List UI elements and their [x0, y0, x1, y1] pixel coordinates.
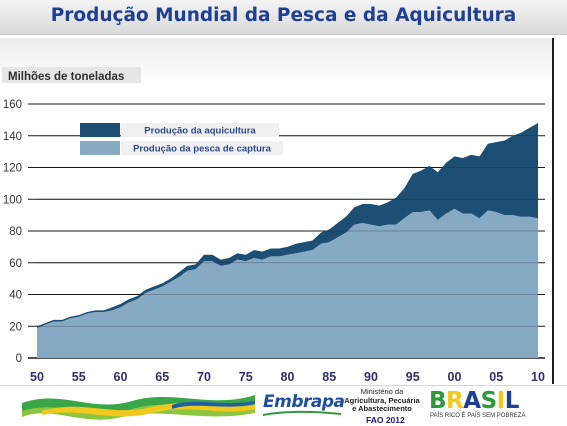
x-tick-label: 00 [448, 370, 462, 384]
aquaculture-area [37, 123, 538, 328]
y-tick-label: 120 [3, 163, 22, 175]
x-tick-label: 90 [364, 370, 378, 384]
y-tick-label: 160 [3, 99, 22, 111]
capture-fisheries-area [37, 208, 538, 358]
legend-label-box [121, 123, 279, 137]
legend-swatch [80, 123, 120, 137]
x-tick-label: 85 [322, 370, 336, 384]
svg-text:BRASIL: BRASIL [429, 388, 520, 414]
brasil-logo: BRASIL PAÍS RICO É PAÍS SEM POBREZA [429, 388, 525, 419]
legend-label-box [121, 141, 283, 155]
decorative-wave-logo [22, 395, 255, 420]
x-tick-label: 75 [239, 370, 253, 384]
legend-swatch [80, 141, 120, 155]
x-tick-label: 65 [155, 370, 169, 384]
y-tick-label: 60 [9, 258, 22, 270]
x-tick-label: 10 [531, 370, 545, 384]
x-axis-ticks: 50 55 60 65 70 75 80 85 90 95 00 05 10 [30, 370, 545, 384]
embrapa-swoosh-icon [263, 410, 341, 416]
legend-label: Produção da pesca de captura [133, 144, 272, 155]
y-axis-ticks: 0 20 40 60 80 100 120 140 160 [3, 99, 22, 365]
source-citation: FAO 2012 [366, 415, 405, 425]
x-tick-label: 95 [406, 370, 420, 384]
y-tick-label: 100 [3, 194, 22, 206]
y-tick-label: 0 [16, 353, 22, 365]
page-title: Produção Mundial da Pesca e da Aquicultu… [50, 5, 517, 26]
ministry-logo: Ministério da Agricultura, Pecuária e Ab… [342, 387, 422, 414]
legend: Produção da aquicultura Produção da pesca… [80, 123, 283, 155]
title-bar: Produção Mundial da Pesca e da Aquicultu… [0, 0, 567, 35]
ministry-line-3: e Abastecimento [352, 404, 412, 413]
legend-label: Produção da aquicultura [144, 126, 256, 137]
x-tick-label: 55 [72, 370, 86, 384]
ministry-line-2: Agricultura, Pecuária [344, 395, 420, 405]
y-axis-label: Milhões de toneladas [8, 71, 124, 83]
area-chart: 0 20 40 60 80 100 120 140 160 50 55 60 65 70 75 80 85 90… [2, 67, 545, 384]
y-tick-label: 40 [9, 290, 22, 302]
x-tick-label: 80 [281, 370, 295, 384]
chart-right-border [552, 38, 554, 384]
x-tick-label: 70 [197, 370, 211, 384]
y-tick-label: 80 [9, 226, 22, 238]
x-tick-label: 50 [30, 370, 44, 384]
x-tick-label: 60 [114, 370, 128, 384]
y-tick-label: 140 [3, 131, 22, 143]
y-axis-label-box [2, 67, 141, 83]
chart-areas [37, 103, 538, 358]
y-tick-label: 20 [9, 321, 22, 333]
embrapa-logo: Embrapa [263, 392, 345, 412]
y-axis-label-group: Milhões de toneladas [2, 67, 141, 83]
svg-text:PAÍS RICO É PAÍS SEM POBREZA: PAÍS RICO É PAÍS SEM POBREZA [430, 412, 525, 419]
ministry-line-1: Ministério da [360, 387, 404, 396]
x-tick-label: 05 [489, 370, 503, 384]
